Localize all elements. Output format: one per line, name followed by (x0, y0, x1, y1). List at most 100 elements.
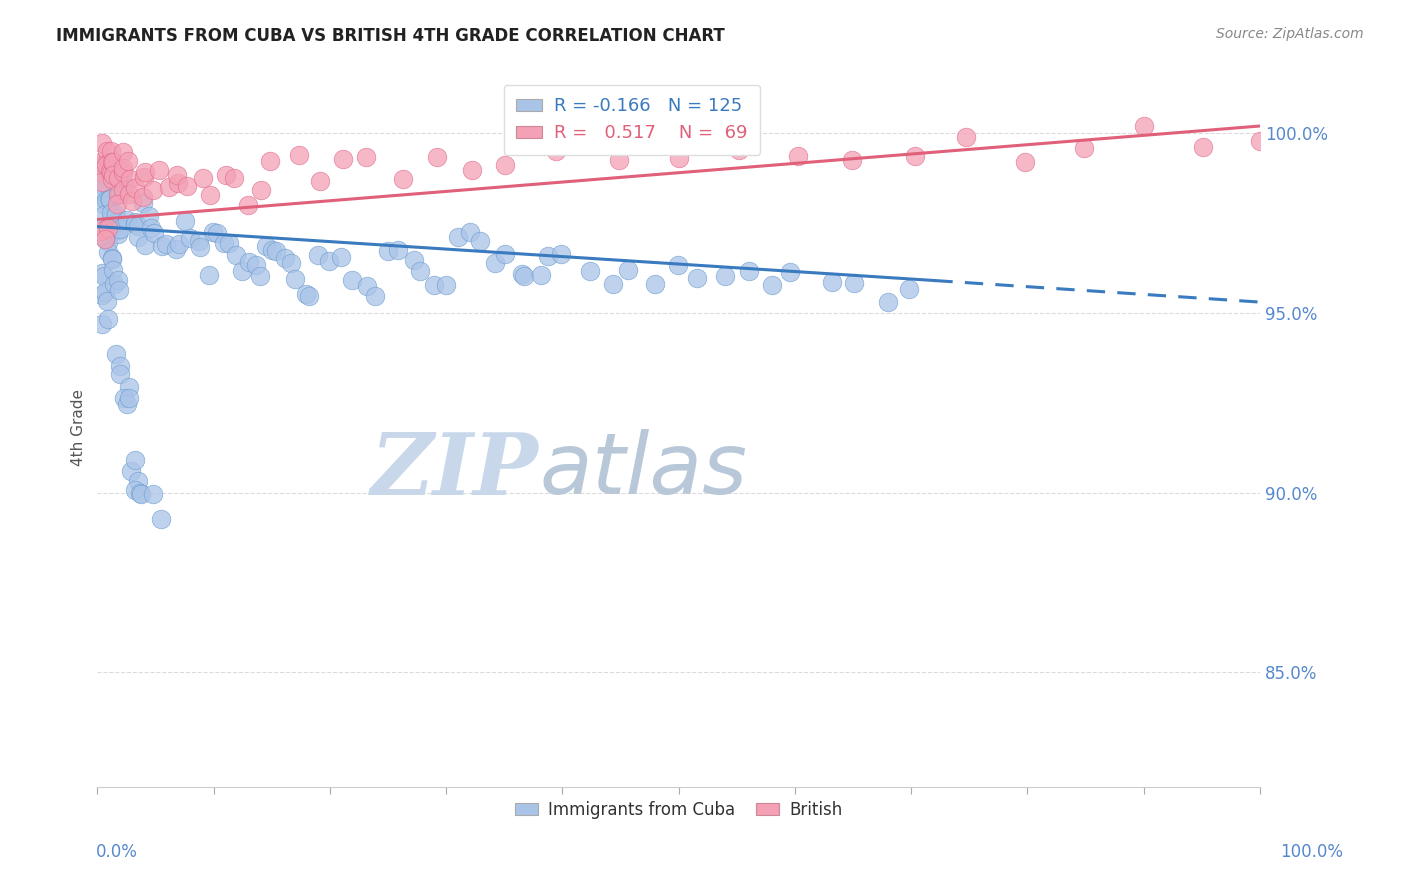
Point (460, 225, 482, 239)
Point (179, 231, 201, 245)
Point (408, 264, 430, 278)
Point (101, 154, 124, 169)
Point (108, 186, 131, 201)
Point (98, 192, 121, 206)
Point (1133, 119, 1156, 133)
Point (494, 247, 516, 261)
Point (97, 245, 120, 260)
Point (141, 221, 163, 235)
Point (108, 222, 131, 236)
Point (510, 267, 533, 281)
Point (787, 149, 810, 163)
Point (1014, 155, 1036, 169)
Point (112, 165, 135, 179)
Point (101, 263, 124, 277)
Point (101, 172, 124, 186)
Point (280, 255, 302, 269)
Point (124, 453, 146, 467)
Point (87, 184, 110, 198)
Point (108, 187, 131, 202)
Point (148, 163, 170, 178)
Point (120, 464, 142, 478)
Point (287, 148, 309, 162)
Point (340, 273, 363, 287)
Point (111, 161, 134, 175)
Point (714, 269, 737, 284)
Point (117, 154, 139, 169)
Point (101, 252, 124, 267)
Point (112, 177, 135, 191)
Point (97, 235, 120, 249)
Point (461, 163, 484, 178)
Point (274, 251, 297, 265)
Y-axis label: 4th Grade: 4th Grade (72, 389, 86, 467)
Point (329, 251, 352, 265)
Point (157, 180, 180, 194)
Point (231, 264, 253, 278)
Point (167, 237, 190, 252)
Point (494, 157, 516, 171)
Point (426, 150, 449, 164)
Point (89, 224, 111, 238)
Point (134, 238, 156, 252)
Point (93, 208, 115, 222)
Point (236, 198, 259, 212)
Point (118, 186, 141, 201)
Point (262, 243, 284, 257)
Text: IMMIGRANTS FROM CUBA VS BRITISH 4TH GRADE CORRELATION CHART: IMMIGRANTS FROM CUBA VS BRITISH 4TH GRAD… (56, 27, 725, 45)
Point (207, 226, 229, 240)
Point (779, 265, 801, 279)
Point (266, 244, 288, 259)
Point (188, 234, 211, 248)
Point (101, 251, 124, 265)
Point (356, 279, 378, 293)
Point (94, 232, 117, 246)
Point (668, 258, 690, 272)
Point (607, 153, 630, 167)
Point (138, 209, 160, 223)
Point (193, 171, 215, 186)
Point (100, 145, 122, 159)
Point (201, 225, 224, 239)
Point (550, 247, 572, 261)
Point (842, 277, 865, 291)
Point (212, 236, 235, 251)
Point (127, 230, 149, 244)
Point (821, 275, 844, 289)
Point (97, 312, 120, 326)
Text: atlas: atlas (538, 429, 747, 513)
Point (143, 227, 166, 241)
Point (218, 235, 240, 250)
Point (284, 272, 307, 286)
Point (377, 244, 399, 258)
Point (108, 368, 131, 382)
Point (104, 207, 127, 221)
Point (188, 240, 211, 254)
Point (101, 169, 124, 183)
Point (898, 282, 921, 296)
Point (127, 219, 149, 233)
Point (97, 220, 120, 235)
Point (100, 166, 122, 180)
Point (254, 239, 277, 253)
Point (91, 178, 114, 192)
Text: Source: ZipAtlas.com: Source: ZipAtlas.com (1216, 27, 1364, 41)
Point (470, 235, 492, 249)
Point (90, 176, 112, 190)
Legend: Immigrants from Cuba, British: Immigrants from Cuba, British (509, 794, 849, 826)
Point (107, 171, 129, 186)
Point (529, 268, 551, 283)
Point (129, 485, 152, 500)
Point (124, 217, 146, 231)
Point (447, 229, 470, 244)
Point (249, 269, 271, 284)
Point (198, 268, 221, 283)
Point (101, 155, 124, 169)
Point (174, 214, 197, 228)
Point (98, 192, 121, 206)
Point (387, 243, 409, 257)
Point (107, 227, 129, 242)
Point (225, 248, 247, 262)
Point (484, 256, 506, 270)
Point (132, 195, 155, 210)
